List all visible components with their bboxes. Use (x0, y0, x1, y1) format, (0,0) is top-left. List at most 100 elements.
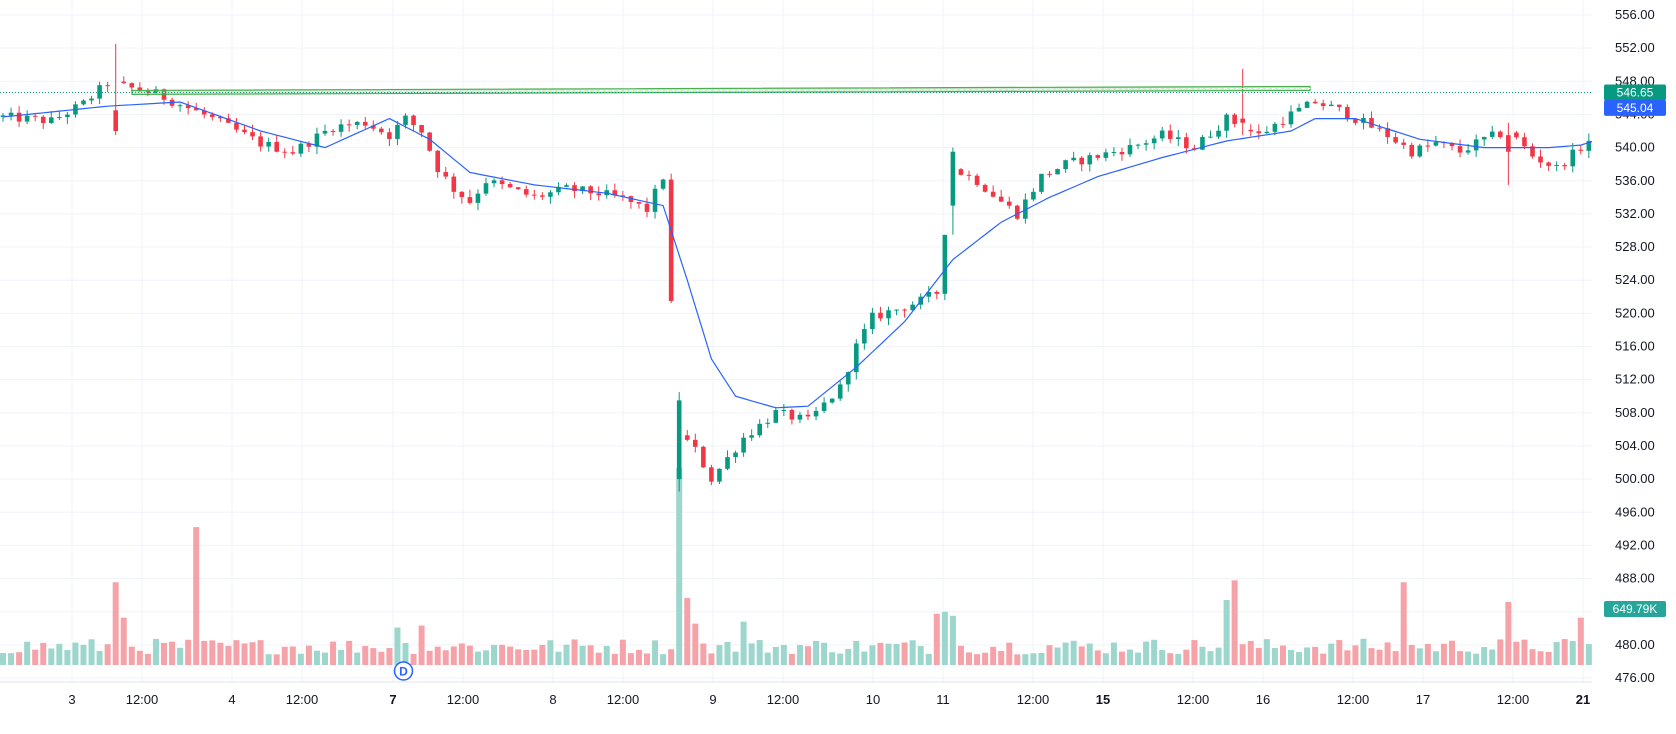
candle-body (991, 192, 996, 197)
volume-bar (853, 641, 859, 665)
price-tick-label: 532.00 (1615, 206, 1655, 221)
volume-bar (258, 640, 264, 665)
candle-body (1120, 152, 1125, 154)
volume-bar (1481, 647, 1487, 665)
candle-body (886, 310, 891, 318)
candle-body (443, 172, 448, 177)
volume-bar (1530, 649, 1536, 665)
candles (1, 44, 1676, 492)
candle-body (1128, 145, 1133, 154)
candle-body (411, 116, 416, 125)
volume-bar (1256, 648, 1262, 665)
volume-bar (1304, 647, 1310, 665)
resistance-line[interactable] (132, 86, 1310, 94)
volume-bar (362, 646, 368, 665)
volume-bar (266, 654, 272, 665)
volume-bar (1465, 652, 1471, 665)
candle-body (894, 310, 899, 311)
volume-bar (1401, 582, 1407, 665)
candle-body (1401, 143, 1406, 145)
volume-bar (1175, 654, 1181, 665)
candle-body (564, 185, 569, 187)
volume-bar (1369, 648, 1375, 665)
candle-body (339, 124, 344, 131)
volume-bar (1127, 650, 1133, 665)
candle-body (282, 152, 287, 153)
candle-body (661, 180, 666, 189)
candle-body (1055, 169, 1060, 174)
candle-body (967, 175, 972, 176)
volume-bar (1199, 647, 1205, 665)
volume-bar (1232, 580, 1238, 665)
volume-bar (419, 626, 425, 665)
volume-bar (781, 645, 787, 665)
volume-bar (749, 643, 755, 665)
volume-bar (32, 650, 38, 665)
volume-badge-text: 649.79K (1613, 602, 1658, 616)
candle-body (959, 169, 964, 175)
candle-body (838, 384, 843, 398)
volume-bar (716, 645, 722, 665)
volume-bar (370, 648, 376, 665)
candle-body (1554, 165, 1559, 166)
volume-bar (201, 641, 207, 665)
price-tick-label: 528.00 (1615, 239, 1655, 254)
volume-bar (386, 648, 392, 665)
candle-body (524, 189, 529, 195)
volume-bar (660, 654, 666, 665)
volume-bar (121, 618, 127, 665)
candle-body (387, 132, 392, 139)
candle-body (250, 132, 255, 136)
volume-bar (1216, 648, 1222, 665)
time-tick-label: 10 (866, 692, 880, 707)
candle-body (637, 202, 642, 204)
candle-body (121, 82, 126, 84)
candle-body (57, 117, 62, 118)
volume-bar (869, 645, 875, 665)
volume-bar (1095, 650, 1101, 665)
candle-body (870, 313, 875, 329)
candle-body (1160, 131, 1165, 139)
volume-bar (1159, 650, 1165, 665)
candle-body (1522, 137, 1527, 146)
candle-body (242, 130, 247, 133)
volume-bar (531, 650, 537, 665)
candle-body (741, 438, 746, 453)
candle-body (1570, 150, 1575, 167)
candle-body (403, 116, 408, 125)
ma-value-badge-text: 545.04 (1617, 101, 1654, 115)
volume-bar (354, 653, 360, 665)
volume-bar (81, 645, 87, 665)
volume-bar (1497, 639, 1503, 665)
volume-bar (1111, 643, 1117, 665)
candle-body (1104, 152, 1109, 158)
candle-body (266, 142, 271, 147)
candle-body (1039, 174, 1044, 192)
candle-body (1047, 174, 1052, 175)
volume-bar (1554, 642, 1560, 665)
volume-bar (1385, 642, 1391, 665)
candle-body (258, 136, 263, 146)
price-tick-label: 540.00 (1615, 140, 1655, 155)
candle-body (25, 116, 30, 122)
current-price-badge-text: 546.65 (1617, 85, 1654, 99)
candle-body (999, 197, 1004, 202)
price-tick-label: 492.00 (1615, 537, 1655, 552)
price-tick-label: 524.00 (1615, 272, 1655, 287)
volume-bar (805, 646, 811, 665)
time-tick-label: 3 (68, 692, 75, 707)
volume-bar (491, 645, 497, 665)
volume-bar (1030, 653, 1036, 665)
volume-bar (1006, 643, 1012, 665)
volume-bar (137, 651, 143, 665)
volume-bars (0, 468, 1676, 665)
volume-bar (966, 652, 972, 665)
candle-body (113, 110, 118, 131)
volume-bar (1586, 644, 1592, 665)
candle-body (1079, 158, 1084, 165)
volume-bar (1103, 653, 1109, 665)
volume-bar (990, 647, 996, 665)
time-tick-label: 12:00 (1497, 692, 1530, 707)
